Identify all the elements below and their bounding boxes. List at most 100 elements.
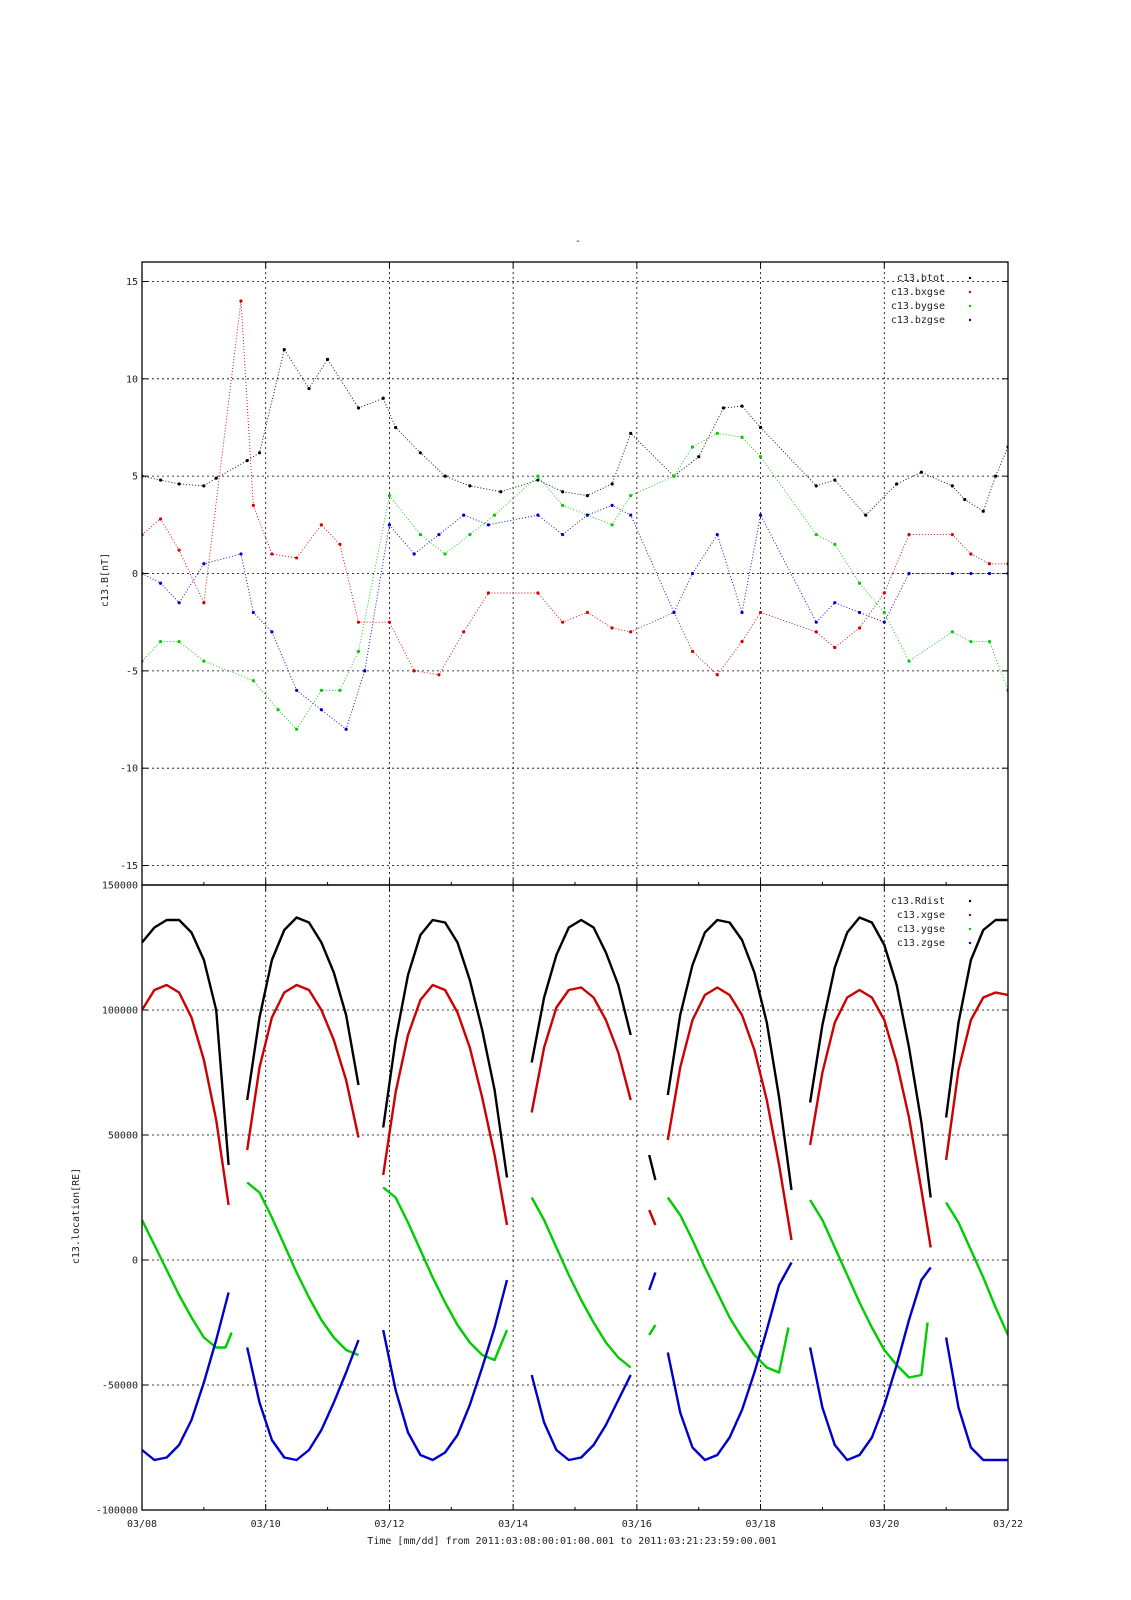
location-frame [141,884,1009,1511]
data-point [468,484,472,488]
legend-marker [968,913,972,917]
data-point [561,532,565,537]
location-series-group [142,916,1008,1462]
legend-marker [968,899,972,903]
data-point [270,552,274,556]
legend-label: c13.zgse [897,938,945,949]
data-point [987,571,992,576]
data-point [319,688,323,692]
time-tick-label: 03/18 [746,1519,776,1530]
location-y-tick-label: 150000 [102,881,138,892]
bfield-y-tick-label: 10 [126,374,138,385]
legend-label: c13.Rdist [891,896,945,907]
data-point [585,513,589,517]
bfield-series-c13-btot [142,348,1008,517]
series-trace [142,348,1008,516]
data-point [381,396,385,400]
data-point [610,626,614,630]
location-y-tick-label: 100000 [102,1006,138,1017]
series-trace [142,432,1008,731]
bfield-y-tick-label: 5 [132,472,138,483]
data-point [814,532,818,537]
data-point [158,581,163,585]
location-series-c13-zgse [142,1261,1008,1462]
data-point [814,620,818,624]
location-y-tick-label: 50000 [108,1131,138,1142]
data-point [202,484,206,488]
data-point [833,542,837,546]
data-point [907,571,911,576]
data-point [536,591,540,595]
data-point [629,431,633,435]
legend-label: c13.xgse [897,910,945,921]
legend-marker [968,927,972,931]
data-point [257,451,262,455]
time-axis: 03/08 03/10 03/12 03/14 03/16 03/18 03/20 03/22 [127,1519,1023,1530]
time-tick-label: 03/22 [993,1519,1023,1530]
location-panel: -100000 -50000 0 50000 100000 150000 c13.Rdist… [96,881,1009,1517]
legend-label: c13.ygse [897,924,945,935]
data-point [585,494,589,498]
bfield-y-tick-label: 0 [132,569,138,580]
legend-label: c13.bygse [891,301,945,312]
data-point [882,620,886,624]
bfield-y-tick-label: -15 [120,861,138,872]
data-point [363,669,367,673]
data-point [536,474,540,478]
data-point [177,601,181,605]
data-point [177,482,181,486]
data-point [536,478,540,482]
location-series-c13-xgse [142,983,1008,1248]
legend-label: c13.bxgse [891,287,945,298]
data-point [833,601,837,605]
data-point [295,556,299,560]
location-series-c13-rdist [142,916,1008,1198]
legend-marker [968,290,972,294]
figure-title-mark: - [575,236,581,247]
data-point [610,523,614,527]
data-point [486,591,490,595]
legend-label: c13.btot [897,273,945,284]
bfield-series-c13-bygse [142,431,1008,731]
bfield-legend: c13.btot c13.bxgse c13.bygse c13.bzgse [891,273,972,326]
legend-label: c13.bzgse [891,315,945,326]
legend-marker [968,276,972,280]
location-y-tick-label: -100000 [96,1506,138,1517]
data-point [715,532,719,537]
time-tick-label: 03/16 [622,1519,652,1530]
data-point [690,649,695,653]
bfield-y-tick-label: -5 [126,666,138,677]
data-point [158,640,163,644]
data-point [387,523,392,527]
data-point [536,513,540,517]
legend-marker [968,318,972,322]
bfield-series-group [142,299,1008,731]
location-y-tick-label: 0 [132,1256,138,1267]
bfield-series-c13-bzgse [142,503,1008,731]
data-point [857,610,862,615]
time-tick-label: 03/10 [251,1519,281,1530]
time-axis-label: Time [mm/dd] from 2011:03:08:00:01:00.00… [367,1536,776,1547]
series-trace [142,504,1008,731]
data-point [740,435,744,439]
legend-marker [968,304,972,308]
data-point [629,494,633,498]
data-point [969,571,973,576]
magnetic-field-panel: -15 -10 -5 0 5 10 15 c13.btot c13.bxgse c13.bygse… [120,261,1009,886]
bfield-y-tick-label: -10 [120,764,138,775]
data-point [981,509,985,513]
data-point [907,532,911,537]
location-y-axis-label: c13.location[RE] [71,1168,82,1264]
bfield-series-c13-bxgse [142,299,1008,677]
data-point [721,406,726,410]
data-point [740,610,744,615]
data-point [251,678,255,683]
magnetic-field-y-axis-label: c13.B[nT] [100,553,111,607]
time-tick-label: 03/14 [498,1519,528,1530]
data-point [919,470,924,474]
data-point [394,425,398,430]
data-point [561,490,565,494]
time-tick-label: 03/08 [127,1519,157,1530]
location-series-c13-ygse [142,1181,1008,1379]
